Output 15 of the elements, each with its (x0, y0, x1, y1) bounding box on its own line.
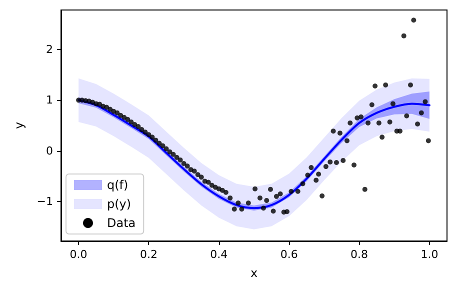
legend-label: p(y) (107, 197, 132, 211)
x-tick-label: 1.0 (420, 248, 438, 261)
legend-label: q(f) (107, 178, 128, 192)
x-tick-label: 0.6 (280, 248, 298, 261)
y-axis-title: y (12, 122, 26, 130)
y-tick-label: 2 (46, 43, 53, 56)
y-tick-label: 1 (46, 94, 53, 107)
x-tick-label: 0.2 (140, 248, 158, 261)
x-tick-label: 0.8 (350, 248, 368, 261)
x-tick-label: 0.4 (210, 248, 228, 261)
x-axis-title: x (250, 266, 258, 280)
x-tick-label: 0.0 (70, 248, 88, 261)
y-tick-label: 0 (46, 144, 53, 158)
y-tick-label: −1 (36, 194, 53, 208)
legend-label: Data (107, 216, 136, 230)
